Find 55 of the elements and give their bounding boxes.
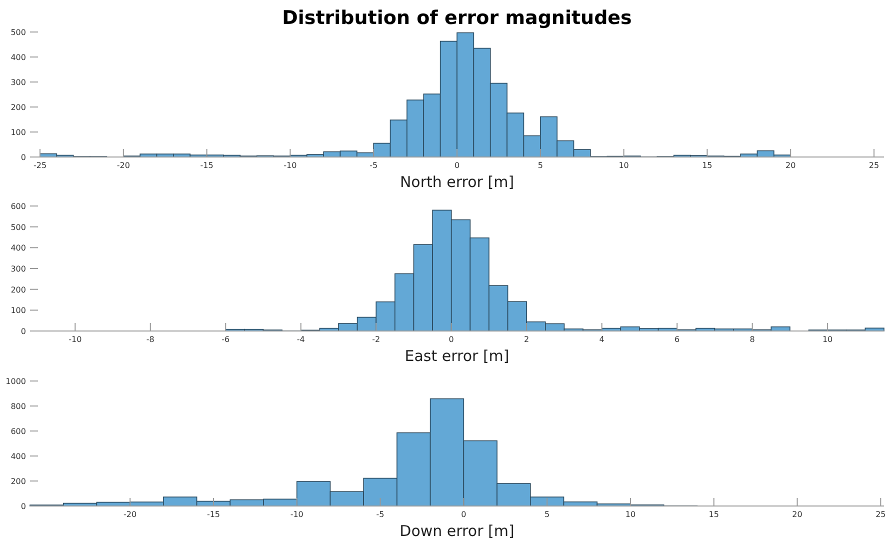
x-tick-label: 25: [876, 510, 885, 519]
x-tick-label: 0: [454, 161, 460, 170]
y-tick-label: 200: [10, 285, 26, 294]
x-tick-label: 5: [538, 161, 543, 170]
x-tick-label: -10: [68, 335, 82, 344]
x-tick-label: -8: [146, 335, 154, 344]
x-tick-label: 4: [599, 335, 604, 344]
x-tick-label: -10: [290, 510, 304, 519]
x-tick-label: -6: [222, 335, 230, 344]
x-tick-label: 0: [448, 335, 454, 344]
x-tick-label: -2: [372, 335, 380, 344]
x-tick-label: 0: [461, 510, 466, 519]
y-tick-label: 600: [10, 427, 26, 436]
x-axis-title: East error [m]: [404, 347, 510, 365]
y-tick-label: 600: [10, 202, 26, 211]
x-tick-label: -4: [296, 335, 305, 344]
x-tick-label: 10: [625, 510, 636, 519]
x-tick-label: 8: [750, 335, 755, 344]
y-tick-label: 400: [10, 53, 26, 62]
y-tick-label: 800: [10, 402, 26, 411]
x-tick-label: -15: [200, 161, 214, 170]
x-tick-label: -10: [284, 161, 297, 170]
y-tick-label: 100: [10, 128, 26, 137]
y-tick-label: 0: [20, 327, 26, 336]
x-tick-label: 6: [674, 335, 680, 344]
y-tick-label: 400: [10, 244, 26, 253]
x-tick-label: 10: [618, 161, 629, 170]
y-tick-label: 300: [10, 264, 26, 274]
x-axis-title: Down error [m]: [400, 522, 514, 538]
y-tick-label: 400: [10, 452, 26, 461]
y-tick-label: 0: [20, 502, 26, 511]
chart-title: Distribution of error magnitudes: [282, 7, 632, 29]
x-axis-title: North error [m]: [400, 173, 514, 191]
y-tick-label: 500: [10, 28, 26, 37]
x-tick-label: -5: [376, 510, 384, 519]
x-tick-label: 25: [868, 161, 880, 170]
y-tick-label: 100: [10, 306, 26, 316]
y-tick-label: 200: [10, 103, 26, 112]
x-tick-label: -5: [370, 161, 378, 170]
x-tick-label: -20: [124, 510, 137, 519]
y-tick-label: 0: [20, 153, 26, 162]
x-tick-label: 20: [792, 510, 802, 519]
y-tick-label: 1000: [6, 377, 26, 386]
x-tick-label: 5: [544, 510, 550, 519]
x-tick-label: 2: [524, 335, 530, 344]
x-tick-label: -15: [206, 510, 220, 519]
y-tick-label: 200: [10, 477, 26, 486]
x-tick-label: 15: [708, 510, 719, 519]
x-tick-label: -25: [33, 161, 47, 170]
y-tick-label: 500: [10, 222, 26, 232]
x-tick-label: -20: [116, 161, 130, 170]
x-tick-label: 20: [786, 161, 796, 170]
x-tick-label: 15: [702, 161, 712, 170]
y-tick-label: 300: [10, 78, 26, 87]
x-tick-label: 10: [822, 335, 833, 344]
